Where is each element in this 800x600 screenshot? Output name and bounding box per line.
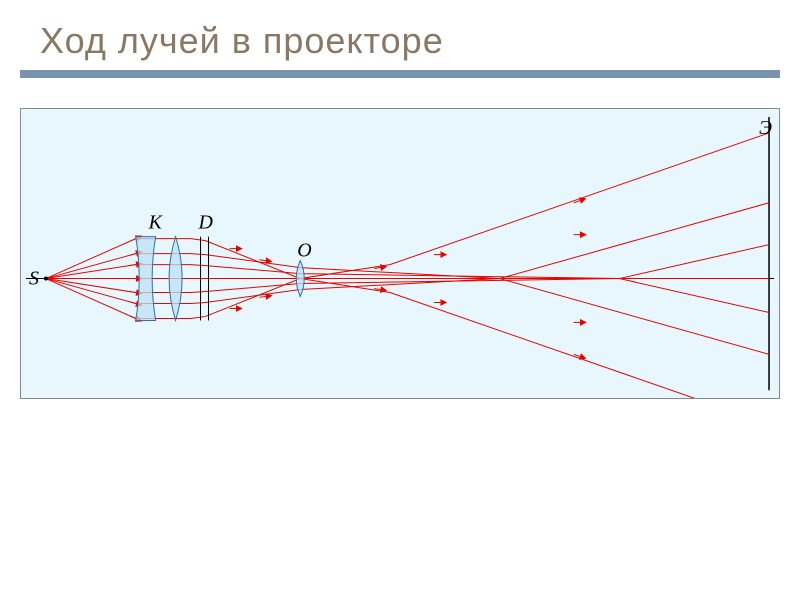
svg-text:S: S [29,268,39,290]
diagram-frame: S K D O Э [20,108,780,399]
title-rule [20,70,780,78]
page-title: Ход лучей в проекторе [0,0,800,70]
ray-diagram: S K D O Э [21,109,779,398]
svg-text:Э: Э [759,117,772,139]
svg-text:K: K [148,212,164,234]
svg-text:O: O [297,240,311,262]
svg-text:D: D [198,212,214,234]
